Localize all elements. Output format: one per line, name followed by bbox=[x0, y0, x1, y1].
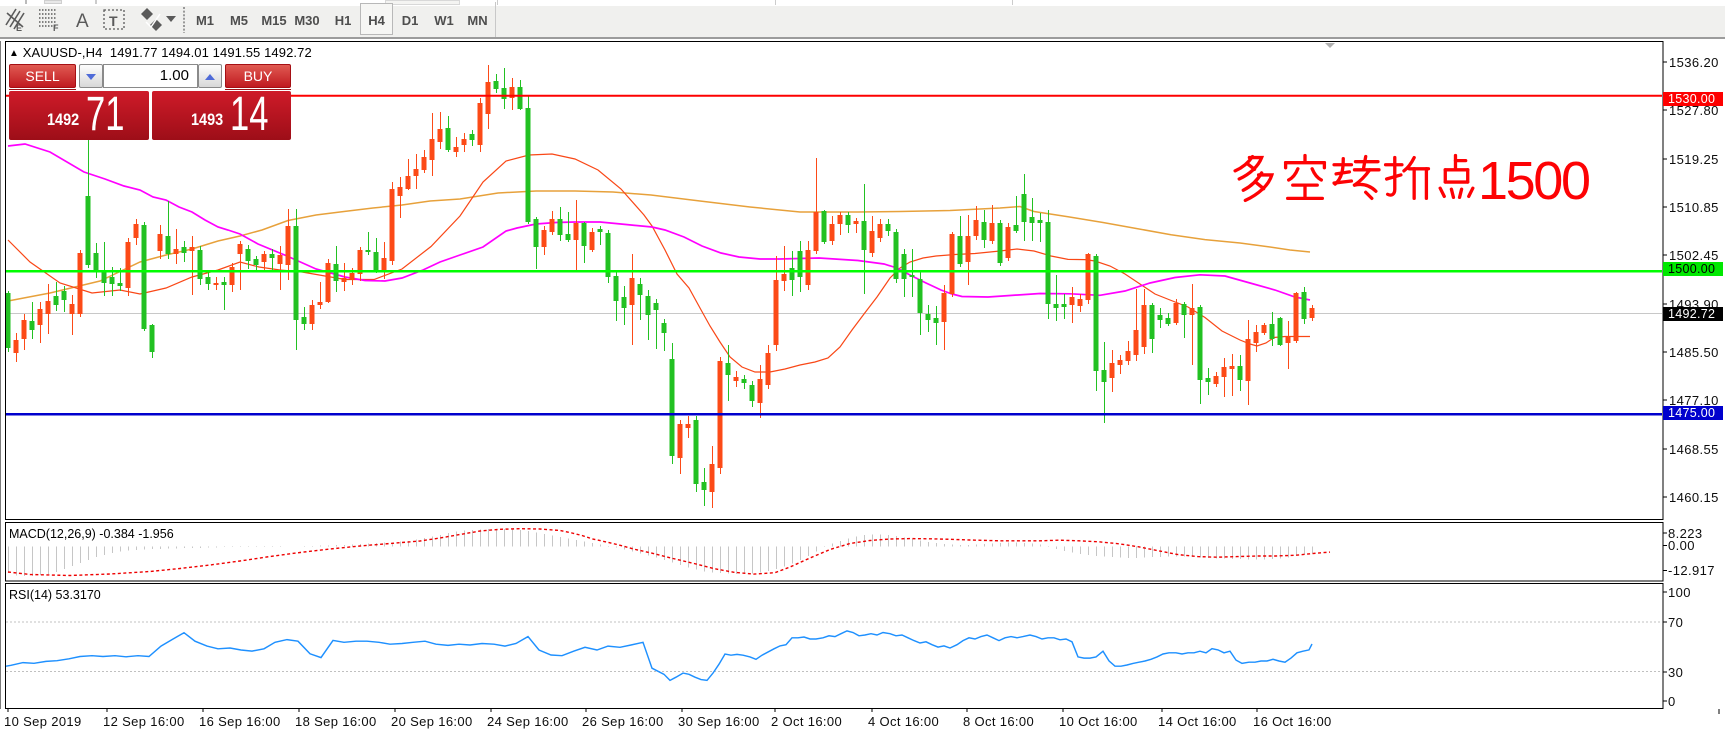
svg-text:M15: M15 bbox=[261, 13, 286, 28]
svg-text:H4: H4 bbox=[368, 13, 385, 28]
svg-text:W1: W1 bbox=[434, 13, 454, 28]
svg-text:M5: M5 bbox=[230, 13, 248, 28]
svg-text:E: E bbox=[16, 23, 22, 33]
svg-text:D1: D1 bbox=[402, 13, 419, 28]
svg-text:A: A bbox=[76, 11, 89, 32]
svg-text:MN: MN bbox=[467, 13, 487, 28]
svg-text:T: T bbox=[109, 13, 118, 29]
svg-text:M30: M30 bbox=[294, 13, 319, 28]
svg-text:F: F bbox=[53, 23, 59, 33]
svg-text:H1: H1 bbox=[335, 13, 352, 28]
svg-text:1500: 1500 bbox=[1478, 151, 1591, 211]
svg-text:M1: M1 bbox=[196, 13, 214, 28]
